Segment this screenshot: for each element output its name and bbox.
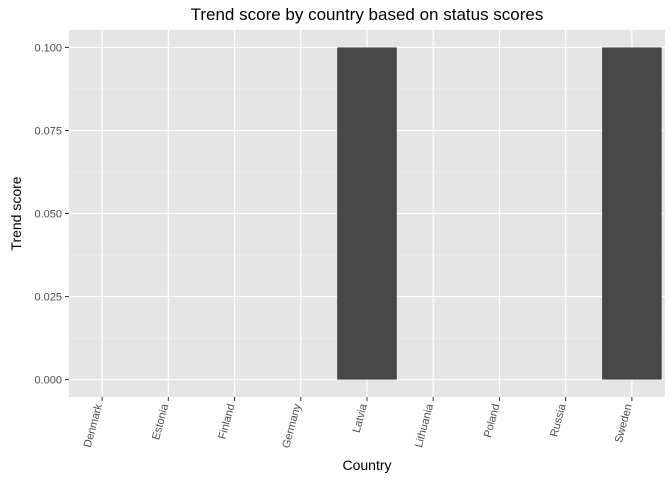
x-axis-title: Country: [342, 457, 391, 473]
x-axis: Denmark Estonia Finland Germany Latvia Lithua…: [82, 397, 635, 449]
y-axis: 0.000 0.025 0.050 0.075 0.100: [34, 42, 69, 387]
bar-latvia: [337, 47, 397, 380]
y-tick-label: 0.000: [34, 375, 62, 387]
x-tick-label: Sweden: [613, 403, 635, 445]
y-axis-title: Trend score: [8, 176, 24, 250]
x-tick-label: Finland: [217, 403, 238, 441]
y-tick-label: 0.050: [34, 209, 62, 221]
bars: [337, 47, 662, 380]
x-tick-label: Denmark: [82, 402, 105, 449]
chart-title: Trend score by country based on status s…: [191, 5, 544, 24]
x-tick-label: Lithuania: [413, 402, 436, 449]
bar-sweden: [602, 47, 662, 380]
x-tick-label: Poland: [482, 403, 502, 439]
x-tick-label: Germany: [280, 402, 303, 449]
y-tick-label: 0.075: [34, 125, 62, 137]
x-tick-label: Latvia: [351, 402, 370, 434]
x-tick-label: Estonia: [150, 402, 171, 441]
y-tick-label: 0.025: [34, 292, 62, 304]
y-tick-label: 0.100: [34, 42, 62, 54]
x-tick-label: Russia: [548, 402, 569, 438]
